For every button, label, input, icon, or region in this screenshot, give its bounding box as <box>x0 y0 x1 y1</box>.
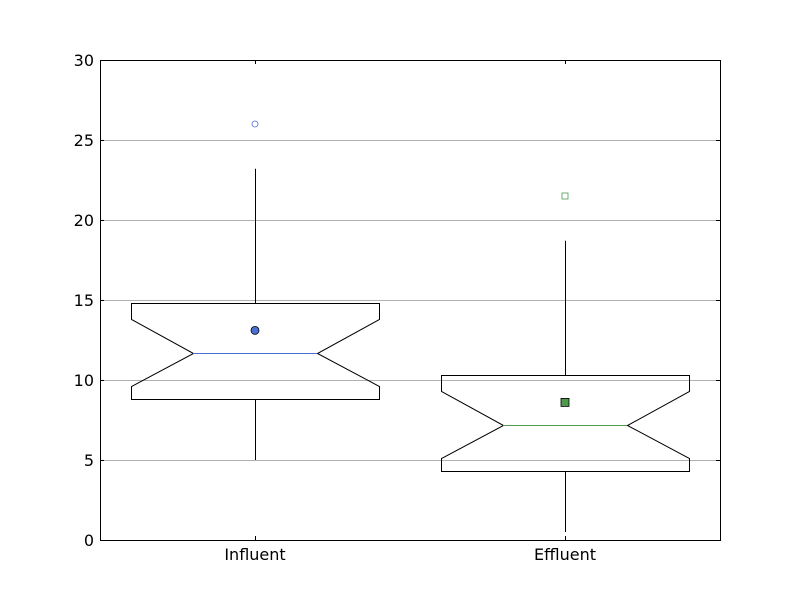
box-plots <box>131 120 690 532</box>
y-tick-label: 25 <box>74 131 94 150</box>
y-tick-label: 15 <box>74 291 94 310</box>
y-tick-label: 10 <box>74 371 94 390</box>
x-tick-label-influent: Influent <box>224 545 285 564</box>
notched-box <box>131 303 380 400</box>
y-tick-label: 20 <box>74 211 94 230</box>
mean-marker <box>250 325 260 335</box>
axis-labels: 0 5 10 15 20 25 30 Influent Effluent <box>74 51 596 564</box>
box-influent <box>131 120 380 460</box>
y-tick-label: 5 <box>84 451 94 470</box>
outlier-point <box>251 120 259 128</box>
x-tick-label-effluent: Effluent <box>534 545 596 564</box>
box-effluent <box>441 192 690 532</box>
grid-lines <box>100 140 720 461</box>
notched-box <box>441 375 690 472</box>
mean-marker <box>560 397 570 407</box>
y-tick-label: 30 <box>74 51 94 70</box>
y-tick-label: 0 <box>84 531 94 550</box>
axis-ticks <box>100 60 720 541</box>
outlier-point <box>561 192 569 200</box>
